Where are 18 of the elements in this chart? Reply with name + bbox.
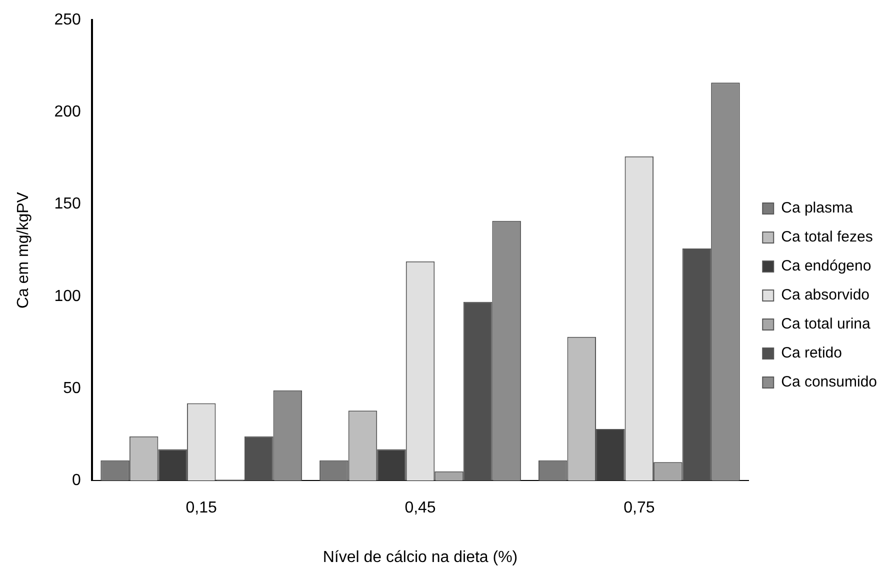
y-tick-label: 0 [72,472,81,490]
legend-label: Ca total urina [781,316,871,333]
legend-label: Ca endógeno [781,258,872,275]
y-tick-label: 100 [54,288,81,305]
legend-label: Ca plasma [781,200,854,217]
x-tick-label: 0,15 [186,500,218,517]
x-tick-label: 0,45 [404,500,436,517]
y-tick-label: 200 [54,104,81,121]
x-tick-label: 0,75 [624,500,655,517]
legend-label: Ca retido [781,344,842,362]
y-tick-label: 250 [54,11,81,28]
y-axis-title: Ca em mg/kgPV [15,192,32,309]
y-tick-label: 50 [63,380,81,397]
legend-label: Ca absorvido [781,286,870,304]
legend-label: Ca consumido [781,374,878,391]
y-tick-label: 150 [54,196,81,213]
legend-label: Ca total fezes [781,228,873,246]
x-axis-title: Nível de cálcio na dieta (%) [322,548,518,566]
